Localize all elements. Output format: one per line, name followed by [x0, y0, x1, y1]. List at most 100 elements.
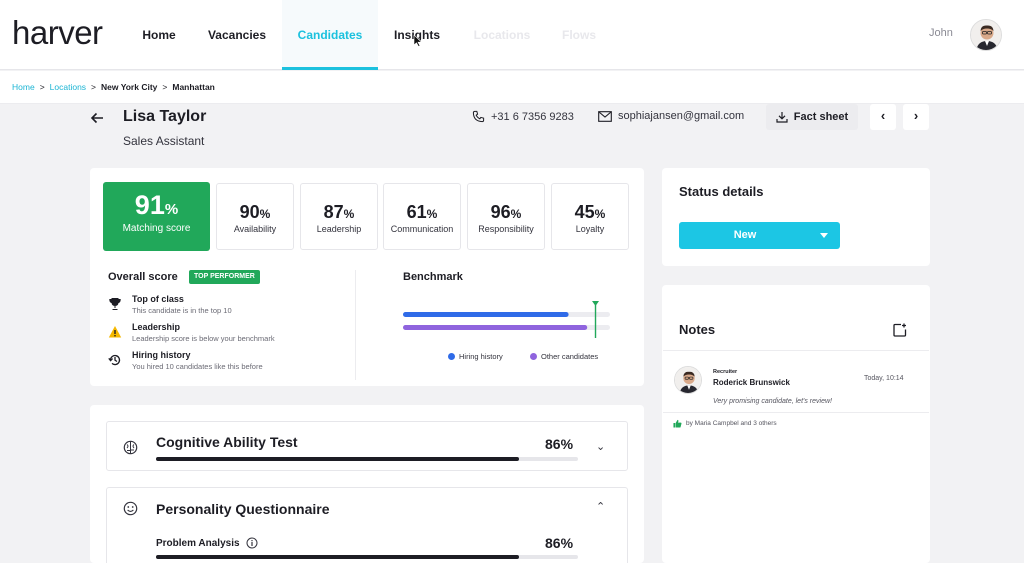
phone-number: +31 6 7356 9283 — [491, 110, 574, 123]
user-avatar-icon — [971, 20, 1001, 50]
overall-item-title: Hiring history — [132, 350, 191, 360]
candidate-phone[interactable]: +31 6 7356 9283 — [472, 110, 574, 123]
note-author-avatar-icon — [675, 367, 701, 393]
accordion-cognitive-ability-test[interactable] — [106, 421, 628, 471]
nav-home[interactable]: Home — [142, 28, 176, 42]
matching-score-value: 91 — [134, 190, 165, 220]
score-value: 90 — [239, 202, 260, 222]
harver-logo[interactable]: harver — [12, 14, 103, 51]
matching-score-unit: % — [164, 201, 179, 218]
mail-icon — [598, 110, 612, 122]
score-unit: % — [426, 207, 438, 221]
legend-label: Other candidates — [541, 352, 599, 361]
download-icon — [776, 112, 788, 123]
brain-icon — [123, 440, 138, 455]
phone-icon — [472, 110, 485, 123]
score-value: 61 — [406, 202, 427, 222]
overall-item-subtitle: Leadership score is below your benchmark — [132, 334, 275, 343]
notes-card — [662, 285, 930, 563]
breadcrumb-separator: > — [91, 82, 97, 92]
note-likes-text: by Maria Campbel and 3 others — [686, 420, 777, 427]
benchmark-title: Benchmark — [403, 271, 463, 283]
candidate-email[interactable]: sophiajansen@gmail.com — [598, 110, 744, 122]
user-avatar[interactable] — [970, 19, 1002, 51]
candidate-name: Lisa Taylor — [123, 108, 207, 125]
score-communication: 61% Communication — [383, 183, 461, 250]
score-availability: 90% Availability — [216, 183, 294, 250]
fact-sheet-button[interactable]: Fact sheet — [766, 104, 858, 130]
status-dropdown[interactable]: New — [679, 222, 840, 249]
score-unit: % — [343, 207, 355, 221]
email-address: sophiajansen@gmail.com — [618, 110, 745, 122]
chevron-right-icon: › — [913, 108, 919, 123]
candidate-role: Sales Assistant — [123, 134, 205, 148]
score-unit: % — [259, 207, 271, 221]
nav-flows[interactable]: Flows — [561, 28, 596, 42]
chevron-down-icon[interactable]: ⌄ — [596, 441, 606, 453]
legend-hiring-history: Hiring history — [448, 352, 503, 361]
sub-test-row: Problem Analysis — [156, 537, 258, 549]
previous-candidate-button[interactable]: ‹ — [870, 104, 896, 130]
benchmark-marker-head — [592, 301, 600, 306]
note-likes[interactable]: by Maria Campbel and 3 others — [673, 419, 777, 428]
note-author-avatar — [674, 366, 702, 394]
breadcrumb-separator: > — [39, 82, 45, 92]
mouse-cursor-icon — [413, 35, 423, 47]
chevron-up-icon[interactable]: ⌃ — [596, 501, 606, 513]
info-icon[interactable] — [246, 537, 258, 549]
breadcrumb-area: Manhattan — [172, 82, 215, 92]
note-text: Very promising candidate, let's review! — [713, 398, 832, 405]
score-label: Availability — [233, 224, 277, 234]
overall-item-title: Top of class — [132, 294, 184, 304]
status-details-title: Status details — [679, 184, 764, 199]
nav-insights[interactable]: Insights — [393, 28, 440, 42]
chevron-left-icon: ‹ — [880, 108, 886, 123]
breadcrumb-locations[interactable]: Locations — [49, 82, 87, 92]
note-author-role: Recruiter — [713, 369, 738, 375]
overall-item-title: Leadership — [132, 322, 181, 332]
test-title: Cognitive Ability Test — [156, 434, 298, 450]
score-label: Communication — [390, 224, 454, 234]
back-arrow-icon[interactable] — [90, 111, 104, 125]
legend-dot — [448, 353, 455, 360]
fact-sheet-label: Fact sheet — [793, 111, 849, 123]
next-candidate-button[interactable]: › — [903, 104, 929, 130]
breadcrumb-separator: > — [162, 82, 168, 92]
nav-vacancies[interactable]: Vacancies — [207, 28, 267, 42]
test-progress-bar — [156, 457, 578, 461]
notes-title: Notes — [679, 322, 716, 337]
score-unit: % — [594, 207, 606, 221]
trophy-icon — [109, 298, 121, 310]
nav-candidates[interactable]: Candidates — [282, 0, 378, 70]
breadcrumb-city[interactable]: New York City — [101, 82, 158, 92]
divider — [663, 412, 929, 413]
divider — [663, 350, 929, 351]
user-name[interactable]: John — [929, 27, 953, 39]
sub-test-progress-fill — [156, 555, 519, 559]
legend-dot — [530, 353, 537, 360]
nav-locations[interactable]: Locations — [473, 28, 531, 42]
status-details-card — [662, 168, 930, 266]
accordion-personality-questionnaire[interactable] — [106, 487, 628, 563]
sub-test-title: Problem Analysis — [156, 537, 240, 549]
test-percentage: 86% — [545, 436, 574, 452]
add-note-icon[interactable] — [893, 323, 907, 337]
divider — [355, 270, 356, 380]
score-unit: % — [510, 207, 522, 221]
legend-label: Hiring history — [459, 352, 503, 361]
breadcrumb: Home > Locations > New York City > Manhattan — [0, 71, 1024, 104]
matching-score-tile: 91% Matching score — [103, 182, 210, 251]
score-value: 87 — [323, 202, 344, 222]
sub-test-percentage: 86% — [545, 535, 574, 551]
breadcrumb-home[interactable]: Home — [12, 82, 35, 92]
overall-score-title: Overall score — [108, 271, 178, 283]
note-timestamp: Today, 10:14 — [864, 375, 904, 382]
score-loyalty: 45% Loyalty — [551, 183, 629, 250]
test-title: Personality Questionnaire — [156, 501, 330, 517]
top-performer-badge: TOP PERFORMER — [189, 270, 260, 284]
score-value: 96 — [490, 202, 511, 222]
note-author-name: Roderick Brunswick — [713, 378, 790, 387]
history-icon — [108, 354, 121, 366]
matching-score-label: Matching score — [122, 223, 191, 234]
overall-item-subtitle: You hired 10 candidates like this before — [132, 362, 263, 371]
